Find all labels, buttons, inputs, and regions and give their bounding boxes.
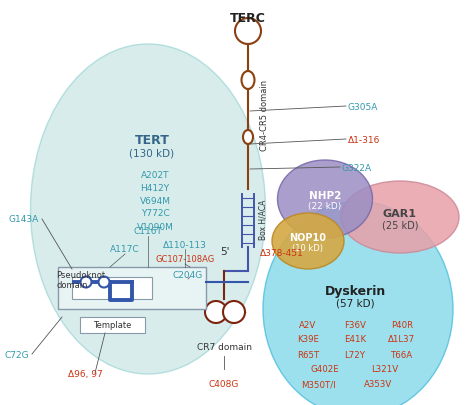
Text: L72Y: L72Y xyxy=(345,350,365,358)
Text: Δ96, 97: Δ96, 97 xyxy=(68,369,103,377)
Text: V1090M: V1090M xyxy=(137,222,173,231)
Text: G322A: G322A xyxy=(342,163,372,172)
Text: Δ1-316: Δ1-316 xyxy=(348,135,380,144)
Text: Box H/ACA: Box H/ACA xyxy=(258,199,267,240)
Circle shape xyxy=(99,277,109,288)
Text: T66A: T66A xyxy=(391,350,413,358)
Text: K39E: K39E xyxy=(297,335,319,344)
Ellipse shape xyxy=(241,72,254,90)
Text: (130 kD): (130 kD) xyxy=(129,148,174,158)
Text: L321V: L321V xyxy=(372,364,399,373)
Text: A353V: A353V xyxy=(364,379,392,388)
Text: Δ378-451: Δ378-451 xyxy=(260,249,304,258)
Text: CR7 domain: CR7 domain xyxy=(197,342,252,351)
Text: CR4-CR5 domain: CR4-CR5 domain xyxy=(260,79,269,150)
Text: GC107-108AG: GC107-108AG xyxy=(155,255,215,264)
Text: TERT: TERT xyxy=(134,133,169,146)
Circle shape xyxy=(205,301,227,323)
Text: C72G: C72G xyxy=(4,350,29,358)
Text: C408G: C408G xyxy=(209,379,239,388)
Text: (22 kD): (22 kD) xyxy=(308,202,342,211)
Text: TERC: TERC xyxy=(230,12,266,25)
Text: R65T: R65T xyxy=(297,350,319,358)
Ellipse shape xyxy=(278,161,372,239)
Text: Dyskerin: Dyskerin xyxy=(325,284,385,297)
Text: (10 kD): (10 kD) xyxy=(292,244,324,253)
Text: F36V: F36V xyxy=(344,320,366,329)
Text: Δ110-113: Δ110-113 xyxy=(163,240,207,249)
Text: V694M: V694M xyxy=(140,196,171,205)
Text: 5': 5' xyxy=(220,246,230,256)
Text: Pseudoknot
domain: Pseudoknot domain xyxy=(56,270,105,290)
Text: G305A: G305A xyxy=(348,102,379,111)
Text: C116T: C116T xyxy=(133,227,162,236)
Text: NOP10: NOP10 xyxy=(290,232,326,243)
Text: E41K: E41K xyxy=(344,335,366,344)
Ellipse shape xyxy=(272,213,344,269)
Circle shape xyxy=(235,19,261,45)
Bar xyxy=(58,267,206,309)
Ellipse shape xyxy=(243,131,253,145)
Circle shape xyxy=(223,301,245,323)
Text: (57 kD): (57 kD) xyxy=(336,298,374,308)
Text: H412Y: H412Y xyxy=(140,183,170,192)
Text: (25 kD): (25 kD) xyxy=(382,220,418,230)
Ellipse shape xyxy=(263,202,453,405)
Ellipse shape xyxy=(341,181,459,254)
Circle shape xyxy=(80,277,92,288)
Text: P40R: P40R xyxy=(391,320,413,329)
Text: G143A: G143A xyxy=(8,215,38,224)
Text: A2V: A2V xyxy=(299,320,317,329)
Text: Y772C: Y772C xyxy=(140,209,169,218)
Text: Δ1L37: Δ1L37 xyxy=(388,335,416,344)
Text: A202T: A202T xyxy=(141,170,169,179)
Bar xyxy=(72,277,152,299)
Text: GAR1: GAR1 xyxy=(383,209,417,218)
Text: M350T/I: M350T/I xyxy=(301,379,335,388)
Text: NHP2: NHP2 xyxy=(309,190,341,200)
Ellipse shape xyxy=(31,45,266,374)
Text: Template: Template xyxy=(93,321,132,330)
Bar xyxy=(80,317,145,333)
Text: G402E: G402E xyxy=(311,364,339,373)
Text: A117C: A117C xyxy=(110,245,140,254)
Text: C204G: C204G xyxy=(173,271,203,280)
